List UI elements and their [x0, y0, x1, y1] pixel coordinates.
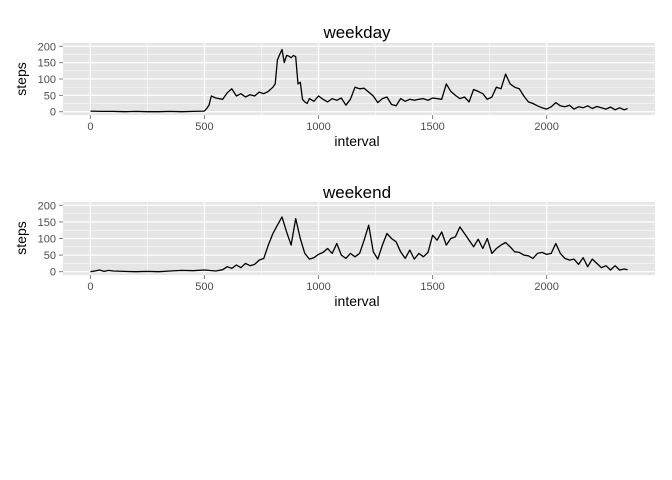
y-tick-label: 0 — [50, 107, 56, 119]
y-tick-label: 150 — [38, 58, 56, 70]
y-axis-label: steps — [13, 62, 29, 95]
y-tick-label: 150 — [38, 217, 56, 229]
x-tick-label: 1000 — [306, 281, 330, 293]
grid-lines — [63, 202, 655, 275]
x-tick-labels: 0 500 1000 1500 2000 — [87, 275, 559, 293]
grid-lines — [63, 43, 655, 115]
x-tick-label: 0 — [87, 281, 93, 293]
x-axis-label: interval — [334, 293, 379, 309]
x-tick-label: 0 — [87, 121, 93, 133]
series-line-weekday — [90, 48, 628, 113]
series-line-weekend — [90, 216, 628, 273]
panel-title: weekday — [322, 23, 391, 42]
x-tick-label: 2000 — [534, 121, 558, 133]
x-tick-label: 1500 — [420, 281, 444, 293]
y-tick-label: 200 — [38, 200, 56, 212]
x-tick-label: 1500 — [420, 121, 444, 133]
x-tick-labels: 0 500 1000 1500 2000 — [87, 115, 559, 133]
x-tick-label: 2000 — [534, 281, 558, 293]
y-tick-label: 200 — [38, 41, 56, 53]
y-tick-label: 50 — [44, 90, 56, 102]
y-tick-labels: 0 50 100 150 200 — [38, 200, 63, 279]
y-tick-label: 50 — [44, 250, 56, 262]
y-tick-label: 100 — [38, 74, 56, 86]
x-tick-label: 500 — [195, 121, 213, 133]
panel-title: weekend — [322, 183, 391, 202]
chart-panel-weekday: weekday 0 50 100 150 200 0 500 1000 1500 2000 in… — [13, 23, 655, 149]
y-tick-label: 100 — [38, 234, 56, 246]
y-tick-labels: 0 50 100 150 200 — [38, 41, 63, 119]
x-tick-label: 1000 — [306, 121, 330, 133]
y-tick-label: 0 — [50, 267, 56, 279]
chart-panel-weekend: weekend 0 50 100 150 200 0 500 1000 1500 2000 in… — [13, 183, 655, 309]
x-axis-label: interval — [334, 133, 379, 149]
x-tick-label: 500 — [195, 281, 213, 293]
y-axis-label: steps — [13, 221, 29, 254]
